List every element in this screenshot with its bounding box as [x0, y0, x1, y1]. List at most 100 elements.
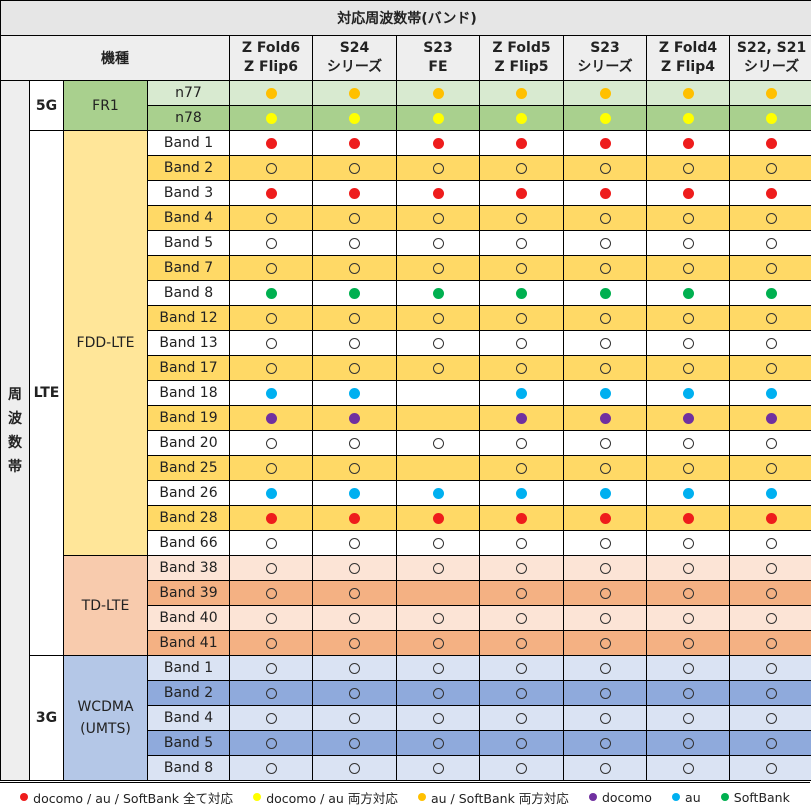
support-cell: [312, 355, 397, 381]
carrier-all3-dot-icon: [432, 137, 444, 149]
supported-ring-icon: [766, 587, 778, 599]
support-cell: [479, 730, 564, 756]
supported-ring-icon: [766, 462, 778, 474]
band-name: Band 5: [147, 230, 230, 256]
band-row: TD-LTE Band 38: [1, 555, 811, 656]
supported-ring-icon: [432, 212, 444, 224]
band-row: Band 19: [1, 405, 811, 431]
support-cell: [563, 605, 647, 631]
support-cell: [229, 630, 313, 656]
band-name: Band 19: [147, 405, 230, 431]
support-cell: [728, 505, 811, 531]
supported-ring-icon: [432, 537, 444, 549]
supported-ring-icon: [265, 312, 277, 324]
carrier-all3-dot-icon: [516, 137, 527, 149]
support-cell: [312, 230, 397, 256]
support-cell: [396, 680, 480, 706]
support-cell: [563, 430, 647, 456]
model-name-line1: S24: [339, 40, 370, 56]
support-cell: [312, 255, 397, 281]
support-cell: [728, 355, 811, 381]
support-cell: [229, 730, 313, 756]
support-cell: [396, 230, 480, 256]
carrier-docomo-au-dot-icon: [766, 112, 778, 124]
support-cell: [728, 680, 811, 706]
support-cell: [563, 155, 647, 181]
support-cell: [646, 605, 730, 631]
carrier-docomo-au-dot-icon: [516, 112, 527, 124]
support-cell: [312, 530, 397, 556]
legend-label: docomo / au / SoftBank 全て対応: [33, 790, 234, 806]
support-cell: [646, 555, 730, 581]
supported-ring-icon: [349, 437, 360, 449]
support-cell: [728, 155, 811, 181]
support-cell: [728, 480, 811, 506]
band-row: Band 66: [1, 530, 811, 556]
legend-item: SoftBank: [720, 790, 790, 805]
supported-ring-icon: [682, 462, 694, 474]
support-cell: [563, 705, 647, 731]
supported-ring-icon: [766, 637, 778, 649]
supported-ring-icon: [432, 162, 444, 174]
support-cell: [563, 105, 647, 131]
supported-ring-icon: [766, 537, 778, 549]
model-name-line1: S23: [423, 40, 453, 56]
supported-ring-icon: [265, 337, 277, 349]
legend-item: docomo: [588, 790, 652, 805]
support-cell: [479, 605, 564, 631]
supported-ring-icon: [599, 562, 611, 574]
supported-ring-icon: [265, 687, 277, 699]
band-name: Band 4: [147, 705, 230, 731]
model-header-6: Z Fold4 Z Flip4: [646, 35, 730, 81]
support-cell: [396, 330, 480, 356]
carrier-all3-dot-icon: [349, 512, 360, 524]
support-cell: [728, 230, 811, 256]
supported-ring-icon: [766, 762, 778, 774]
support-cell: [312, 580, 397, 606]
supported-ring-icon: [766, 437, 778, 449]
support-cell: [646, 230, 730, 256]
legend-label: docomo / au 両方対応: [266, 790, 398, 806]
support-cell: [229, 680, 313, 706]
band-row: Band 25: [1, 455, 811, 481]
support-cell: [646, 105, 730, 131]
support-cell: [563, 330, 647, 356]
carrier-docomo-au-dot-icon: [682, 112, 694, 124]
carrier-docomo-dot-icon: [516, 412, 527, 424]
support-cell: [479, 255, 564, 281]
legend: docomo / au / SoftBank 全て対応 docomo / au 両…: [0, 782, 810, 811]
carrier-all3-dot-icon: [516, 512, 527, 524]
carrier-docomo-dot-icon: [349, 412, 360, 424]
support-cell: [646, 280, 730, 306]
carrier-all3-dot-icon: [682, 137, 694, 149]
legend-item: docomo / au / SoftBank 全て対応: [20, 788, 233, 807]
supported-ring-icon: [599, 537, 611, 549]
band-name: Band 3: [147, 180, 230, 206]
support-cell: [563, 655, 647, 681]
supported-ring-icon: [599, 462, 611, 474]
carrier-au-dot-icon: [265, 387, 277, 399]
band-row: Band 13: [1, 330, 811, 356]
model-name-line1: Z Fold6: [241, 40, 301, 56]
support-cell: [646, 80, 730, 106]
support-cell: [479, 430, 564, 456]
carrier-au-dot-icon: [349, 387, 360, 399]
support-cell: [563, 480, 647, 506]
supported-ring-icon: [766, 312, 778, 324]
support-cell: [396, 380, 480, 406]
supported-ring-icon: [682, 637, 694, 649]
support-cell: [312, 730, 397, 756]
carrier-au-dot-icon: [265, 487, 277, 499]
supported-ring-icon: [432, 437, 444, 449]
supported-ring-icon: [265, 462, 277, 474]
support-cell: [563, 255, 647, 281]
carrier-all3-dot-icon: [349, 137, 360, 149]
support-cell: [646, 630, 730, 656]
support-cell: [728, 555, 811, 581]
carrier-au-dot-icon: [682, 387, 694, 399]
carrier-au-softbank-dot-icon: [682, 87, 694, 99]
carrier-au-dot-icon: [599, 387, 611, 399]
model-name-line1: Z Fold4: [658, 40, 718, 56]
carrier-all3-dot-icon: [766, 137, 778, 149]
band-name: Band 5: [147, 730, 230, 756]
